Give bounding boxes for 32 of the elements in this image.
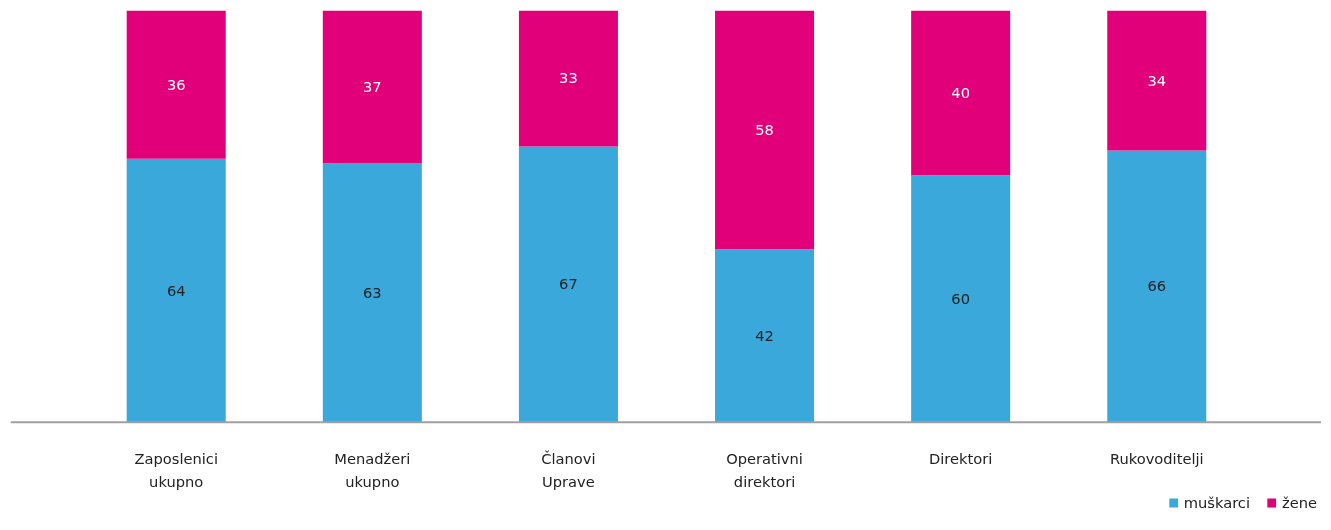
x-tick-label: Menadžeri ukupno: [334, 449, 411, 490]
bar: [126, 158, 226, 423]
bar: [911, 10, 1011, 176]
legend-label: muškarci: [1183, 494, 1250, 511]
data-label: 66: [1147, 277, 1167, 295]
data-label: 36: [166, 75, 186, 93]
legend-label: žene: [1281, 494, 1317, 511]
data-label: 42: [755, 326, 774, 344]
data-label: 60: [951, 289, 970, 307]
x-tick-label: Rukovoditelji: [1109, 449, 1204, 467]
bar: [1107, 10, 1207, 151]
x-tick-label: Članovi Uprave: [541, 449, 596, 490]
bar: [911, 175, 1011, 423]
data-label: 37: [363, 77, 382, 95]
bar: [322, 10, 422, 163]
bar: [126, 10, 226, 159]
bar: [715, 249, 815, 423]
data-label: 40: [951, 83, 970, 101]
data-label: 34: [1147, 71, 1167, 89]
bar: [1107, 150, 1207, 423]
bar: [518, 146, 618, 423]
bar: [715, 10, 815, 250]
data-label: 33: [559, 69, 578, 87]
data-label: 64: [166, 281, 186, 299]
data-label: 67: [559, 275, 578, 293]
x-tick-label: Direktori: [928, 449, 993, 467]
data-label: 63: [363, 283, 382, 301]
x-tick-label: Operativni direktori: [726, 449, 803, 490]
bar: [518, 10, 618, 147]
x-tick-label: Zaposlenici ukupno: [134, 449, 218, 490]
bar: [322, 162, 422, 423]
data-label: 58: [755, 120, 774, 138]
